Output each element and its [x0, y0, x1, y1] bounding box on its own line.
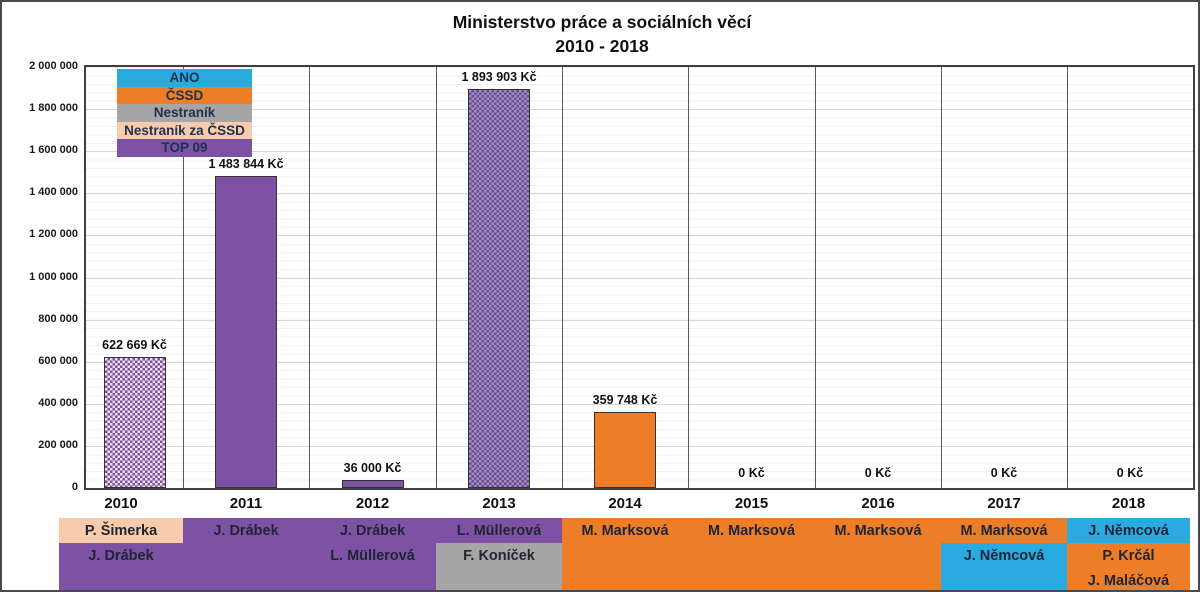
y-tick-label: 600 000 [38, 354, 78, 367]
minister-cell: M. Marksová [815, 518, 941, 543]
minister-cell [941, 568, 1067, 590]
gridline-major [86, 109, 1193, 111]
minister-cell: L. Müllerová [436, 518, 562, 543]
minister-cell [183, 568, 309, 590]
y-tick-label: 2 000 000 [29, 60, 78, 72]
minister-cell [815, 568, 941, 590]
bar-value-label: 359 748 Kč [592, 393, 658, 408]
chart-title-line2: 2010 - 2018 [555, 36, 649, 56]
bar-value-label: 0 Kč [990, 466, 1018, 480]
y-tick-label: 1 600 000 [29, 144, 78, 157]
bar-value-label: 0 Kč [1116, 466, 1144, 480]
bar-value-label: 0 Kč [864, 466, 892, 480]
y-tick-label: 400 000 [38, 396, 78, 409]
column-separator [688, 67, 689, 488]
gridline-major [86, 193, 1193, 195]
minister-cell: J. Drábek [309, 518, 436, 543]
minister-cell: P. Krčál [1067, 543, 1190, 568]
x-axis-label-2014: 2014 [608, 495, 642, 512]
minister-cell: M. Marksová [941, 518, 1067, 543]
gridline-major [86, 403, 1193, 405]
minister-cell: P. Šimerka [59, 518, 183, 543]
minister-cell [562, 568, 688, 590]
gridline-major [86, 235, 1193, 237]
y-tick-label: 1 200 000 [29, 228, 78, 241]
minister-cell: J. Němcová [941, 543, 1067, 568]
y-tick-label: 0 [71, 481, 78, 493]
x-axis-label-2015: 2015 [734, 495, 769, 512]
x-axis-label-2012: 2012 [355, 495, 390, 512]
bar-value-label: 622 669 Kč [102, 337, 167, 352]
minister-cell: J. Němcová [1067, 518, 1190, 543]
bar-value-label: 36 000 Kč [343, 461, 402, 476]
x-axis-label-2010: 2010 [104, 495, 138, 512]
bar-2012 [341, 480, 404, 488]
minister-cell: J. Drábek [59, 543, 183, 568]
bar-value-label: 1 893 903 Kč [461, 70, 537, 85]
minister-cell [59, 568, 183, 590]
minister-cell: M. Marksová [562, 518, 688, 543]
bar-value-label: 1 483 844 Kč [208, 156, 284, 171]
minister-cell [183, 543, 309, 568]
x-axis-label-2017: 2017 [987, 495, 1021, 512]
minister-cell [309, 568, 436, 590]
column-separator [436, 67, 437, 488]
column-separator [309, 67, 310, 488]
minister-cell [688, 543, 815, 568]
minister-cell: J. Maláčová [1067, 568, 1190, 590]
legend-item-nestranik: Nestraník [117, 104, 252, 122]
legend-item-nestranik_za_cssd: Nestraník za ČSSD [117, 121, 252, 140]
chart-title: Ministerstvo práce a sociálních věcí 201… [2, 10, 1198, 58]
bar-2011 [215, 175, 277, 488]
minister-cell: M. Marksová [688, 518, 815, 543]
legend-item-top09: TOP 09 [117, 139, 252, 157]
column-separator [815, 67, 816, 488]
x-axis-label-2013: 2013 [482, 495, 516, 512]
column-separator [1067, 67, 1068, 488]
minister-cell [688, 568, 815, 590]
bar-value-label: 0 Kč [738, 466, 765, 480]
gridline-major [86, 319, 1193, 321]
chart-title-line1: Ministerstvo práce a sociálních věcí [452, 12, 752, 32]
column-separator [562, 67, 563, 488]
gridline-major [86, 361, 1193, 363]
legend-item-cssd: ČSSD [117, 86, 252, 105]
gridline-major [86, 151, 1193, 153]
gridline-major [86, 277, 1193, 279]
minister-cell [562, 543, 688, 568]
minister-cell [815, 543, 941, 568]
y-tick-label: 1 800 000 [29, 102, 78, 115]
minister-cell: L. Müllerová [309, 543, 436, 568]
bar-2010 [103, 356, 166, 488]
y-tick-label: 1 000 000 [29, 270, 78, 283]
x-axis-label-2011: 2011 [229, 495, 263, 512]
bar-2014 [594, 412, 656, 488]
y-tick-label: 200 000 [38, 438, 78, 451]
minister-cell [436, 568, 562, 590]
legend-item-ano: ANO [117, 69, 252, 87]
x-axis-label-2016: 2016 [861, 495, 895, 512]
bar-2013 [468, 89, 530, 488]
y-tick-label: 1 400 000 [29, 186, 78, 199]
column-separator [941, 67, 942, 488]
minister-cell: F. Koníček [436, 543, 562, 568]
column-separator [183, 67, 184, 488]
y-tick-label: 800 000 [38, 312, 78, 325]
legend: ANO ČSSD Nestraník Nestraník za ČSSD TOP 09 [117, 69, 252, 157]
x-axis-label-2018: 2018 [1111, 495, 1146, 512]
minister-cell: J. Drábek [183, 518, 309, 543]
